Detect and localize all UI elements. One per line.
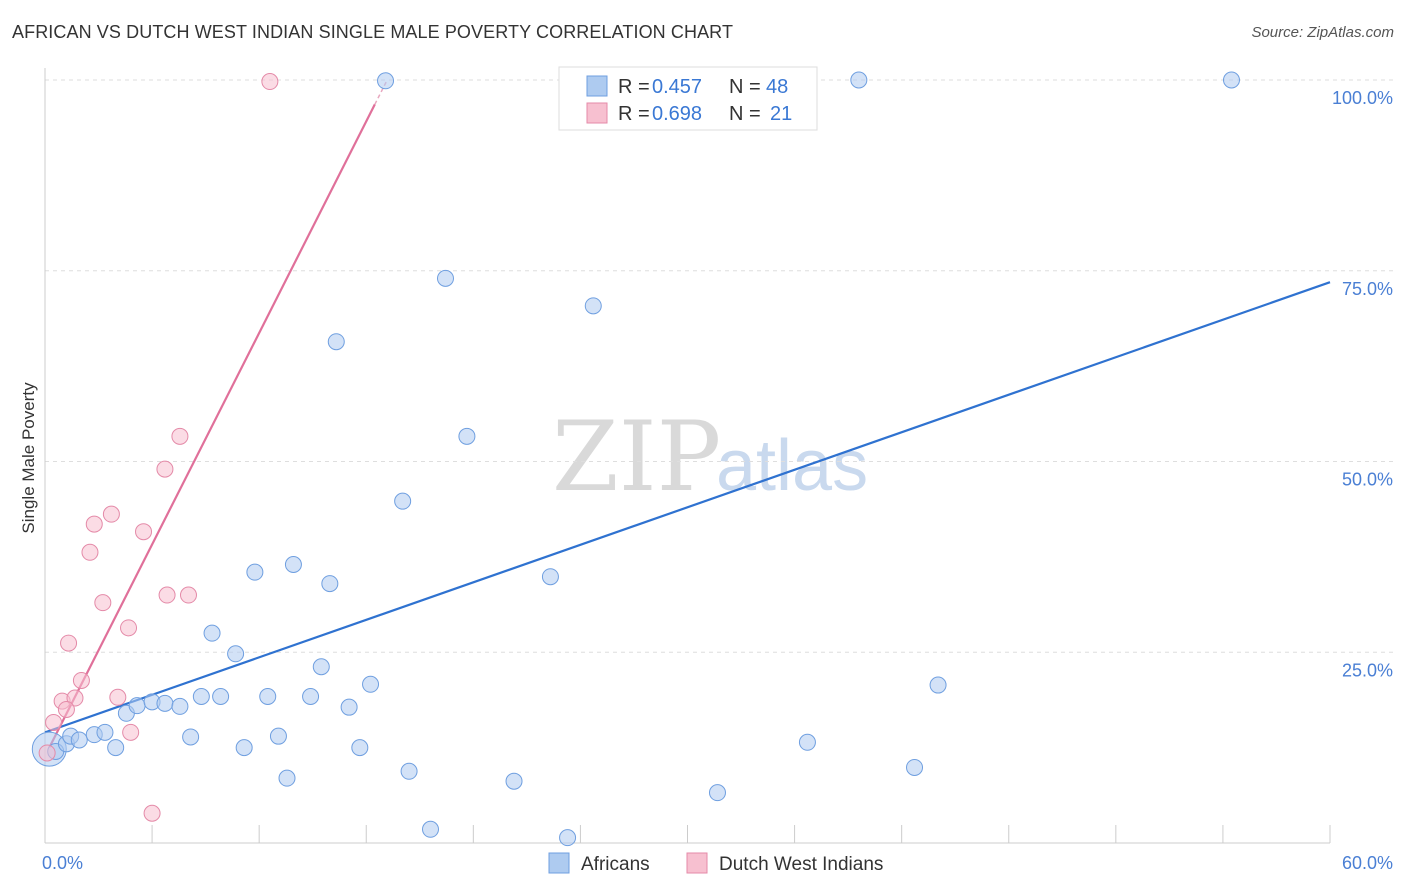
point-africans bbox=[362, 675, 380, 693]
point-africans bbox=[312, 658, 330, 676]
point-dutch-west-indians bbox=[158, 586, 176, 604]
point-africans bbox=[850, 71, 868, 89]
point-dutch-west-indians bbox=[143, 804, 161, 822]
point-africans bbox=[107, 739, 125, 757]
point-africans bbox=[394, 492, 412, 510]
point-africans bbox=[246, 563, 264, 581]
stats-legend: R = 0.457 N = 48 R = 0.698 N = 21 bbox=[558, 66, 818, 131]
point-africans bbox=[929, 676, 947, 694]
point-dutch-west-indians bbox=[102, 505, 120, 523]
y-axis-label: Single Male Poverty bbox=[19, 382, 38, 534]
legend-swatch-dutch-west-indians bbox=[586, 102, 608, 124]
data-points bbox=[31, 71, 1240, 847]
legend-n-value-africans: 48 bbox=[766, 76, 788, 98]
legend-r-label: R = bbox=[618, 103, 650, 125]
x-tick-label-max: 60.0% bbox=[1342, 853, 1393, 873]
gridlines bbox=[45, 79, 1394, 653]
chart-title: AFRICAN VS DUTCH WEST INDIAN SINGLE MALE… bbox=[12, 22, 734, 42]
axes: 25.0% 50.0% 75.0% 100.0% bbox=[44, 68, 1393, 844]
point-africans bbox=[505, 772, 523, 790]
point-africans bbox=[192, 688, 210, 706]
point-dutch-west-indians bbox=[261, 73, 279, 91]
point-dutch-west-indians bbox=[72, 671, 90, 689]
legend-n-label: N = bbox=[729, 76, 761, 98]
point-dutch-west-indians bbox=[179, 586, 197, 604]
point-africans bbox=[1222, 71, 1240, 89]
point-africans bbox=[541, 568, 559, 586]
y-tick-label: 100.0% bbox=[1332, 88, 1393, 108]
point-africans bbox=[340, 698, 358, 716]
point-africans bbox=[436, 269, 454, 287]
point-africans bbox=[128, 697, 146, 715]
point-africans bbox=[906, 758, 924, 776]
point-africans bbox=[458, 427, 476, 445]
point-africans bbox=[422, 820, 439, 838]
point-africans bbox=[203, 624, 221, 642]
x-tick-label-min: 0.0% bbox=[42, 853, 83, 873]
point-africans bbox=[212, 688, 230, 706]
point-dutch-west-indians bbox=[60, 634, 78, 652]
trend-line-africans bbox=[44, 281, 1331, 734]
bottom-legend-label-dutch-west-indians: Dutch West Indians bbox=[719, 854, 883, 875]
point-dutch-west-indians bbox=[57, 700, 75, 718]
point-dutch-west-indians bbox=[122, 723, 140, 741]
point-africans bbox=[327, 333, 345, 351]
point-dutch-west-indians bbox=[171, 427, 189, 445]
point-africans bbox=[377, 72, 395, 90]
point-dutch-west-indians bbox=[81, 543, 99, 561]
point-dutch-west-indians bbox=[45, 713, 63, 731]
point-africans bbox=[235, 739, 253, 757]
legend-r-value-dutch-west-indians: 0.698 bbox=[652, 103, 702, 125]
point-africans bbox=[321, 575, 339, 593]
point-africans bbox=[269, 727, 287, 745]
point-africans bbox=[156, 694, 174, 712]
point-africans bbox=[584, 297, 602, 315]
point-africans bbox=[227, 645, 245, 663]
point-dutch-west-indians bbox=[85, 515, 103, 533]
y-tick-label: 75.0% bbox=[1342, 279, 1393, 299]
point-africans bbox=[259, 688, 277, 706]
bottom-legend-swatch-africans bbox=[548, 852, 570, 874]
point-africans bbox=[351, 739, 369, 757]
legend-r-label: R = bbox=[618, 76, 650, 98]
point-africans bbox=[284, 556, 302, 574]
legend-n-value-dutch-west-indians: 21 bbox=[770, 103, 792, 125]
watermark-zip: ZIP bbox=[552, 401, 721, 513]
point-africans bbox=[559, 829, 577, 847]
point-dutch-west-indians bbox=[94, 594, 112, 612]
point-africans bbox=[798, 733, 816, 751]
source-label: Source: ZipAtlas.com bbox=[1251, 24, 1394, 41]
series-legend: Africans Dutch West Indians bbox=[548, 852, 883, 875]
point-africans bbox=[96, 723, 114, 741]
point-africans bbox=[400, 762, 418, 780]
point-dutch-west-indians bbox=[135, 523, 153, 541]
point-africans bbox=[70, 731, 88, 749]
point-dutch-west-indians bbox=[156, 460, 174, 478]
y-tick-label: 50.0% bbox=[1342, 470, 1393, 490]
point-dutch-west-indians bbox=[120, 619, 138, 637]
bottom-legend-swatch-dutch-west-indians bbox=[686, 852, 708, 874]
legend-r-value-africans: 0.457 bbox=[652, 76, 702, 98]
point-africans bbox=[278, 769, 296, 787]
y-tick-label: 25.0% bbox=[1342, 660, 1393, 680]
watermark-atlas: atlas bbox=[716, 426, 868, 506]
legend-swatch-africans bbox=[586, 75, 608, 97]
point-dutch-west-indians bbox=[109, 688, 127, 706]
point-africans bbox=[182, 728, 200, 746]
point-dutch-west-indians bbox=[66, 689, 84, 707]
bottom-legend-label-africans: Africans bbox=[581, 854, 650, 875]
point-dutch-west-indians bbox=[38, 744, 56, 762]
legend-n-label: N = bbox=[729, 103, 761, 125]
point-africans bbox=[171, 697, 189, 715]
trend-line-dutch-west-indians bbox=[48, 103, 376, 749]
point-africans bbox=[302, 688, 320, 706]
point-africans bbox=[708, 784, 726, 802]
